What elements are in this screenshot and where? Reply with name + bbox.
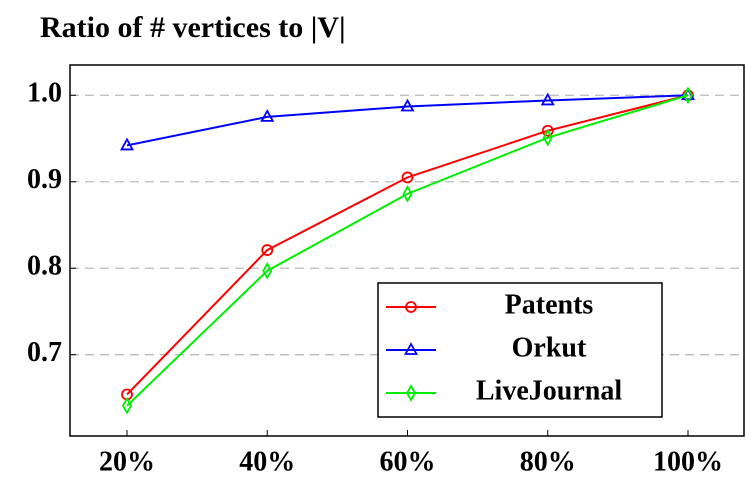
marker [540, 92, 555, 106]
legend-label: LiveJournal [476, 375, 622, 406]
marker [121, 396, 133, 415]
series-line [126, 94, 689, 396]
marker [261, 244, 274, 256]
legend-label: Orkut [512, 332, 587, 363]
y-tick-label: 0.8 [27, 251, 62, 282]
marker [542, 128, 553, 147]
marker [401, 171, 414, 184]
plot-frame [69, 64, 745, 437]
x-tick-label: 60% [380, 446, 436, 477]
series-line [126, 94, 689, 147]
x-tick-label: 20% [99, 446, 155, 477]
marker [402, 185, 413, 203]
y-tick-label: 0.7 [27, 337, 62, 368]
y-tick-label: 0.9 [27, 164, 62, 195]
marker [119, 137, 135, 151]
marker [682, 86, 694, 105]
series-line [126, 94, 689, 407]
y-tick-label: 1.0 [27, 78, 62, 109]
x-tick-label: 80% [520, 446, 576, 477]
marker [405, 301, 417, 313]
x-tick-label: 100% [653, 446, 723, 477]
legend-label: Patents [505, 289, 594, 320]
marker [400, 98, 415, 112]
marker [403, 342, 419, 355]
marker [405, 384, 417, 402]
chart-title: Ratio of # vertices to |V| [40, 11, 346, 44]
x-tick-label: 40% [239, 446, 295, 477]
marker [541, 124, 554, 137]
marker [260, 109, 275, 122]
marker [262, 262, 273, 280]
